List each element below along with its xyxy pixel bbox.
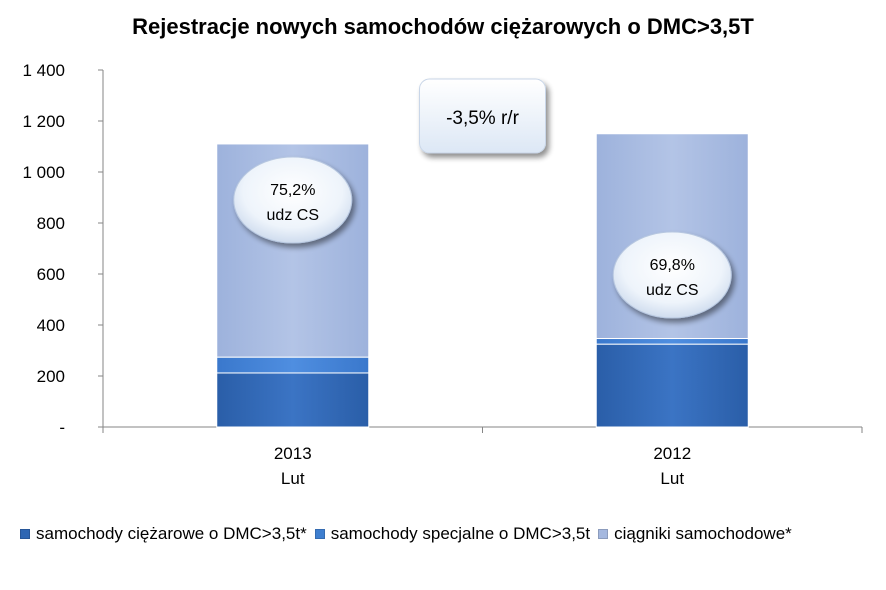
- share-bubble: 75,2% udz CS: [233, 156, 353, 244]
- annotations: -3,5% r/r 75,2% udz CS 69,8% udz CS: [233, 78, 732, 319]
- y-tick-label: 1 000: [22, 163, 65, 182]
- bar-segment: [595, 338, 749, 345]
- legend-label: samochody specjalne o DMC>3,5t: [330, 524, 591, 543]
- y-tick-label: -: [59, 418, 65, 437]
- y-tick-label: 1 200: [22, 112, 65, 131]
- bar-segment: [595, 343, 749, 428]
- bar-segment: [216, 356, 370, 374]
- legend-label: ciągniki samochodowe*: [614, 524, 792, 543]
- x-tick-label-year: 2013: [274, 444, 312, 463]
- legend-swatch: [20, 529, 30, 539]
- legend-item: samochody specjalne o DMC>3,5t: [314, 524, 591, 544]
- legend-swatch: [314, 529, 325, 539]
- x-tick-label-year: 2012: [653, 444, 691, 463]
- share-bubble-label: udz CS: [646, 282, 698, 299]
- share-bubble-label: udz CS: [267, 207, 319, 224]
- axis-labels: - 200 400 600 800 1 000 1 200 1 400 2013 Lut 2012 L…: [22, 61, 691, 488]
- share-bubble-value: 69,8%: [650, 257, 695, 274]
- chart-plot: - 200 400 600 800 1 000 1 200 1 400 2013 Lut 2012 L…: [22, 61, 863, 488]
- y-tick-label: 600: [37, 265, 65, 284]
- y-tick-label: 800: [37, 214, 65, 233]
- legend: samochody ciężarowe o DMC>3,5t* samochody…: [20, 524, 880, 544]
- change-annotation: -3,5% r/r: [419, 78, 546, 154]
- bar-segment: [216, 372, 370, 428]
- legend-label: samochody ciężarowe o DMC>3,5t*: [36, 524, 307, 543]
- y-tick-label: 1 400: [22, 61, 65, 80]
- x-tick-label-month: Lut: [660, 469, 684, 488]
- share-bubble: 69,8% udz CS: [612, 231, 732, 319]
- chart-title: Rejestracje nowych samochodów ciężarowyc…: [132, 14, 754, 39]
- legend-swatch: [598, 529, 609, 539]
- legend-item: ciągniki samochodowe*: [598, 524, 792, 544]
- y-tick-label: 400: [37, 316, 65, 335]
- change-annotation-text: -3,5% r/r: [446, 108, 520, 129]
- x-tick-label-month: Lut: [281, 469, 305, 488]
- y-tick-label: 200: [37, 367, 65, 386]
- legend-item: samochody ciężarowe o DMC>3,5t*: [20, 524, 307, 544]
- share-bubble-value: 75,2%: [270, 182, 315, 199]
